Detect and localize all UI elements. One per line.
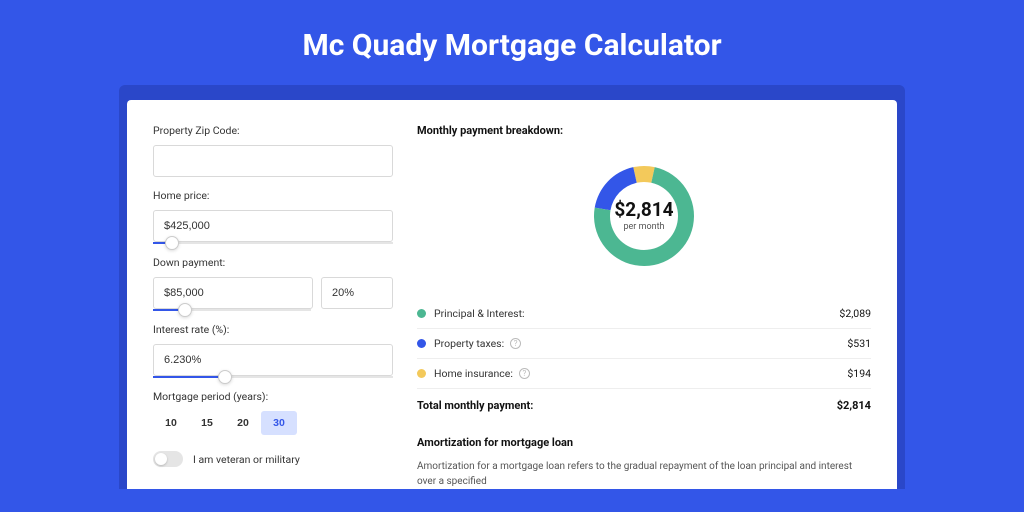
zip-field: Property Zip Code: <box>153 124 393 177</box>
calculator-card: Property Zip Code: Home price: Down paym… <box>127 100 897 489</box>
slider-fill <box>153 376 225 378</box>
breakdown-value: $2,089 <box>839 307 871 320</box>
zip-label: Property Zip Code: <box>153 124 393 137</box>
period-option-15[interactable]: 15 <box>189 411 225 435</box>
legend-dot <box>417 369 426 378</box>
breakdown-label: Property taxes: <box>434 337 504 350</box>
donut-chart: $2,814per month <box>579 151 709 281</box>
form-column: Property Zip Code: Home price: Down paym… <box>153 124 393 489</box>
interest-rate-field: Interest rate (%): <box>153 323 393 378</box>
veteran-toggle[interactable] <box>153 451 183 467</box>
card-backdrop: Property Zip Code: Home price: Down paym… <box>119 85 905 489</box>
breakdown-value: $194 <box>847 367 871 380</box>
interest-rate-label: Interest rate (%): <box>153 323 393 336</box>
breakdown-title: Monthly payment breakdown: <box>417 124 871 137</box>
donut-slice <box>633 166 654 183</box>
info-icon[interactable]: ? <box>510 338 521 349</box>
breakdown-label: Principal & Interest: <box>434 307 525 320</box>
period-options: 10152030 <box>153 411 393 435</box>
amortization-title: Amortization for mortgage loan <box>417 436 871 449</box>
interest-rate-input[interactable] <box>153 344 393 376</box>
period-field: Mortgage period (years): 10152030 <box>153 390 393 435</box>
down-payment-label: Down payment: <box>153 256 393 269</box>
info-icon[interactable]: ? <box>519 368 530 379</box>
down-payment-field: Down payment: <box>153 256 393 311</box>
breakdown-row: Principal & Interest: $2,089 <box>417 299 871 329</box>
amortization-text: Amortization for a mortgage loan refers … <box>417 459 871 489</box>
breakdown-label: Home insurance: <box>434 367 513 380</box>
page-title: Mc Quady Mortgage Calculator <box>0 0 1024 85</box>
total-row: Total monthly payment: $2,814 <box>417 389 871 426</box>
slider-thumb[interactable] <box>165 236 179 250</box>
home-price-input[interactable] <box>153 210 393 242</box>
home-price-field: Home price: <box>153 189 393 244</box>
interest-rate-slider[interactable] <box>153 376 393 378</box>
total-value: $2,814 <box>837 399 871 412</box>
donut-center-sub: per month <box>623 222 664 232</box>
veteran-label: I am veteran or military <box>193 453 300 466</box>
legend-dot <box>417 309 426 318</box>
slider-thumb[interactable] <box>218 370 232 384</box>
slider-thumb[interactable] <box>178 303 192 317</box>
legend-dot <box>417 339 426 348</box>
total-label: Total monthly payment: <box>417 399 533 412</box>
period-label: Mortgage period (years): <box>153 390 393 403</box>
down-payment-amount-input[interactable] <box>153 277 313 309</box>
period-option-10[interactable]: 10 <box>153 411 189 435</box>
toggle-thumb <box>155 453 167 465</box>
amortization-section: Amortization for mortgage loan Amortizat… <box>417 436 871 489</box>
zip-input[interactable] <box>153 145 393 177</box>
down-payment-percent-input[interactable] <box>321 277 393 309</box>
home-price-slider[interactable] <box>153 242 393 244</box>
donut-chart-wrap: $2,814per month <box>417 151 871 281</box>
breakdown-list: Principal & Interest: $2,089 Property taxe… <box>417 299 871 389</box>
veteran-row: I am veteran or military <box>153 451 393 467</box>
breakdown-value: $531 <box>847 337 871 350</box>
period-option-30[interactable]: 30 <box>261 411 297 435</box>
donut-center-value: $2,814 <box>614 198 673 221</box>
breakdown-column: Monthly payment breakdown: $2,814per mon… <box>417 124 871 489</box>
breakdown-row: Property taxes:? $531 <box>417 329 871 359</box>
home-price-label: Home price: <box>153 189 393 202</box>
period-option-20[interactable]: 20 <box>225 411 261 435</box>
breakdown-row: Home insurance:? $194 <box>417 359 871 389</box>
down-payment-slider[interactable] <box>153 309 311 311</box>
